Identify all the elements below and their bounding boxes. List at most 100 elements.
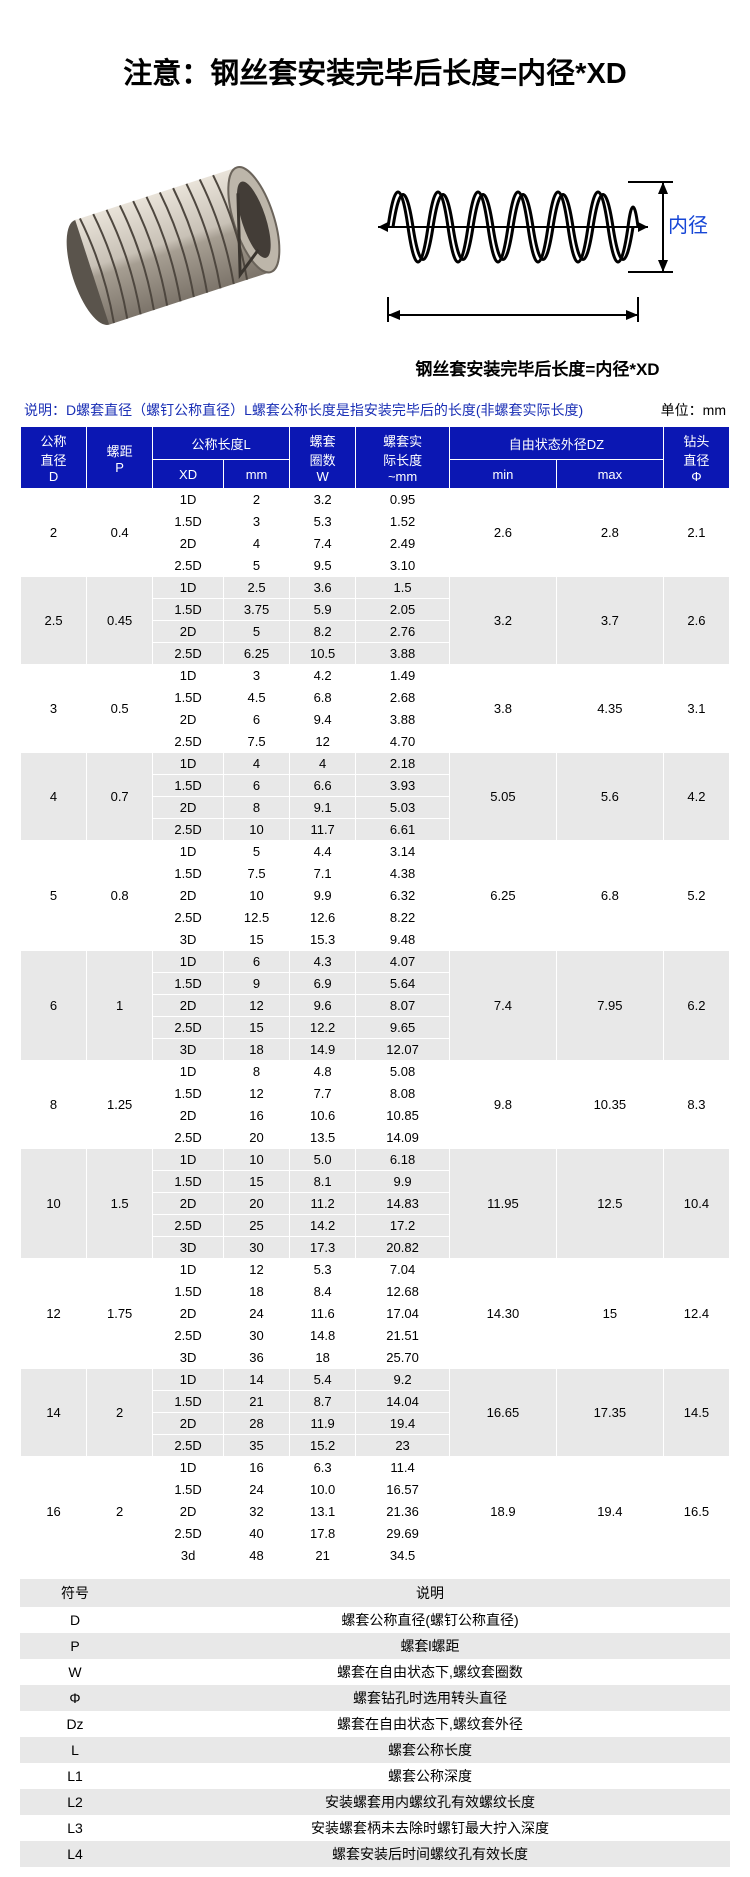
legend-row: L2安装螺套用内螺纹孔有效螺纹长度: [20, 1789, 730, 1815]
cell-real: 17.2: [356, 1215, 450, 1237]
cell-xd: 1.5D: [153, 511, 224, 533]
cell-real: 4.38: [356, 863, 450, 885]
cell-P: 1.25: [87, 1061, 153, 1149]
legend-row: L螺套公称长度: [20, 1737, 730, 1763]
th-DZ: 自由状态外径DZ: [449, 427, 663, 460]
legend-sym: W: [20, 1659, 130, 1685]
cell-mm: 6: [223, 775, 289, 797]
cell-real: 2.68: [356, 687, 450, 709]
cell-phi: 10.4: [663, 1149, 729, 1259]
cell-max: 15: [556, 1259, 663, 1369]
cell-w: 11.9: [290, 1413, 356, 1435]
cell-xd: 2.5D: [153, 555, 224, 577]
th-D: 公称直径D: [21, 427, 87, 489]
th-W: 螺套圈数W: [290, 427, 356, 489]
legend-desc: 螺套安装后时间螺纹孔有效长度: [130, 1841, 730, 1867]
cell-real: 1.5: [356, 577, 450, 599]
cell-mm: 8: [223, 1061, 289, 1083]
legend-row: L4螺套安装后时间螺纹孔有效长度: [20, 1841, 730, 1867]
cell-phi: 2.6: [663, 577, 729, 665]
spec-tbody: 20.41D23.20.952.62.82.11.5D35.31.522D47.…: [21, 489, 730, 1567]
cell-xd: 1D: [153, 489, 224, 511]
th-XD: XD: [153, 460, 224, 489]
cell-w: 9.5: [290, 555, 356, 577]
cell-xd: 2.5D: [153, 1127, 224, 1149]
legend-desc: 螺套公称长度: [130, 1737, 730, 1763]
cell-xd: 2D: [153, 1501, 224, 1523]
legend-desc: 螺套l螺距: [130, 1633, 730, 1659]
cell-xd: 2D: [153, 1303, 224, 1325]
cell-xd: 1.5D: [153, 687, 224, 709]
cell-w: 11.2: [290, 1193, 356, 1215]
cell-real: 9.9: [356, 1171, 450, 1193]
th-phi: 钻头直径Φ: [663, 427, 729, 489]
table-row: 81.251D84.85.089.810.358.3: [21, 1061, 730, 1083]
cell-real: 12.07: [356, 1039, 450, 1061]
note-row: 说明：D螺套直径（螺钉公称直径）L螺套公称长度是指安装完毕后的长度(非螺套实际长…: [20, 400, 730, 420]
cell-real: 23: [356, 1435, 450, 1457]
cell-min: 11.95: [449, 1149, 556, 1259]
cell-w: 3.2: [290, 489, 356, 511]
cell-P: 1: [87, 951, 153, 1061]
cell-mm: 25: [223, 1215, 289, 1237]
cell-real: 9.2: [356, 1369, 450, 1391]
cell-phi: 16.5: [663, 1457, 729, 1567]
cell-w: 6.6: [290, 775, 356, 797]
cell-max: 10.35: [556, 1061, 663, 1149]
th-L: 公称长度L: [153, 427, 290, 460]
legend-desc: 安装螺套柄未去除时螺钉最大拧入深度: [130, 1815, 730, 1841]
cell-mm: 40: [223, 1523, 289, 1545]
legend-sym: L: [20, 1737, 130, 1763]
cell-mm: 15: [223, 1017, 289, 1039]
table-row: 40.71D442.185.055.64.2: [21, 753, 730, 775]
cell-real: 3.88: [356, 643, 450, 665]
cell-real: 14.83: [356, 1193, 450, 1215]
title-text: 注意：钢丝套安装完毕后长度=内径*XD: [123, 58, 627, 90]
cell-real: 8.08: [356, 1083, 450, 1105]
cell-mm: 5: [223, 841, 289, 863]
cell-xd: 1D: [153, 1149, 224, 1171]
legend-row: Φ螺套钻孔时选用转头直径: [20, 1685, 730, 1711]
cell-mm: 15: [223, 1171, 289, 1193]
cell-w: 5.9: [290, 599, 356, 621]
cell-w: 5.4: [290, 1369, 356, 1391]
legend-desc: 螺套公称深度: [130, 1763, 730, 1789]
coil-photo: [43, 141, 303, 351]
cell-min: 14.30: [449, 1259, 556, 1369]
cell-xd: 1D: [153, 577, 224, 599]
legend-sym: L3: [20, 1815, 130, 1841]
cell-xd: 3D: [153, 929, 224, 951]
cell-P: 1.5: [87, 1149, 153, 1259]
th-P: 螺距P: [87, 427, 153, 489]
cell-w: 10.5: [290, 643, 356, 665]
cell-real: 6.18: [356, 1149, 450, 1171]
cell-mm: 32: [223, 1501, 289, 1523]
diagram-block: 内径D 钢丝套安装完毕后长度=内径*XD: [368, 112, 708, 380]
cell-max: 2.8: [556, 489, 663, 577]
th-mm: mm: [223, 460, 289, 489]
cell-xd: 1D: [153, 951, 224, 973]
cell-real: 0.95: [356, 489, 450, 511]
cell-mm: 15: [223, 929, 289, 951]
cell-w: 12.6: [290, 907, 356, 929]
cell-w: 4.2: [290, 665, 356, 687]
cell-w: 3.6: [290, 577, 356, 599]
cell-D: 16: [21, 1457, 87, 1567]
cell-w: 17.8: [290, 1523, 356, 1545]
cell-w: 4.3: [290, 951, 356, 973]
cell-mm: 8: [223, 797, 289, 819]
cell-mm: 30: [223, 1237, 289, 1259]
cell-mm: 12.5: [223, 907, 289, 929]
cell-mm: 9: [223, 973, 289, 995]
cell-mm: 24: [223, 1303, 289, 1325]
cell-xd: 3d: [153, 1545, 224, 1567]
cell-mm: 24: [223, 1479, 289, 1501]
cell-real: 6.32: [356, 885, 450, 907]
cell-xd: 1.5D: [153, 599, 224, 621]
cell-real: 3.88: [356, 709, 450, 731]
cell-real: 2.05: [356, 599, 450, 621]
cell-w: 4.4: [290, 841, 356, 863]
cell-mm: 10: [223, 1149, 289, 1171]
cell-w: 8.7: [290, 1391, 356, 1413]
cell-min: 2.6: [449, 489, 556, 577]
